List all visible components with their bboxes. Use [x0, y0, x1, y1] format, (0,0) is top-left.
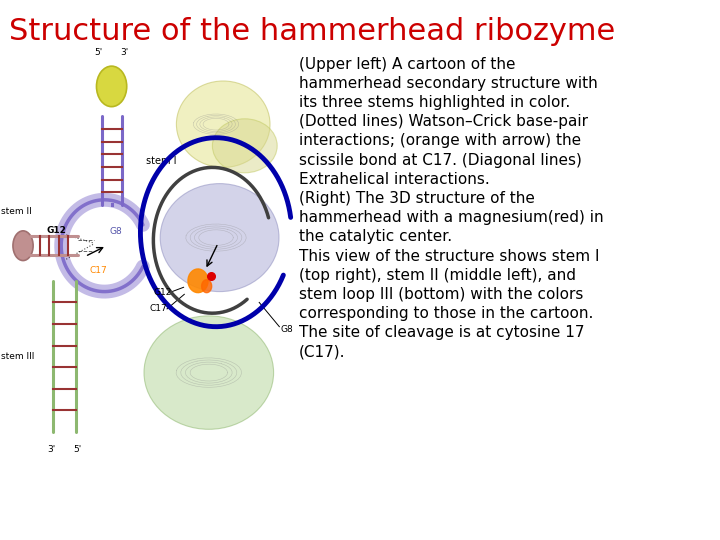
Text: G8: G8	[281, 325, 294, 334]
Ellipse shape	[212, 119, 277, 173]
Text: 5': 5'	[94, 48, 103, 57]
Text: G12: G12	[47, 226, 67, 235]
Text: stem III: stem III	[1, 352, 35, 361]
Text: 3': 3'	[120, 48, 129, 57]
Ellipse shape	[176, 81, 270, 167]
Ellipse shape	[13, 231, 33, 261]
Text: C17: C17	[90, 266, 108, 275]
Text: stem II: stem II	[1, 207, 32, 216]
Text: Structure of the hammerhead ribozyme: Structure of the hammerhead ribozyme	[9, 17, 615, 46]
Ellipse shape	[160, 184, 279, 292]
Ellipse shape	[144, 316, 274, 429]
Ellipse shape	[96, 66, 127, 106]
Text: G8: G8	[109, 227, 122, 236]
Text: (Upper left) A cartoon of the
hammerhead secondary structure with
its three stem: (Upper left) A cartoon of the hammerhead…	[299, 57, 603, 360]
Text: 3': 3'	[48, 446, 56, 455]
Text: stem I: stem I	[146, 156, 176, 166]
Text: G12: G12	[153, 288, 172, 297]
Polygon shape	[188, 269, 208, 293]
Text: 5': 5'	[73, 446, 82, 455]
Polygon shape	[202, 280, 212, 293]
Text: C17: C17	[150, 305, 168, 313]
